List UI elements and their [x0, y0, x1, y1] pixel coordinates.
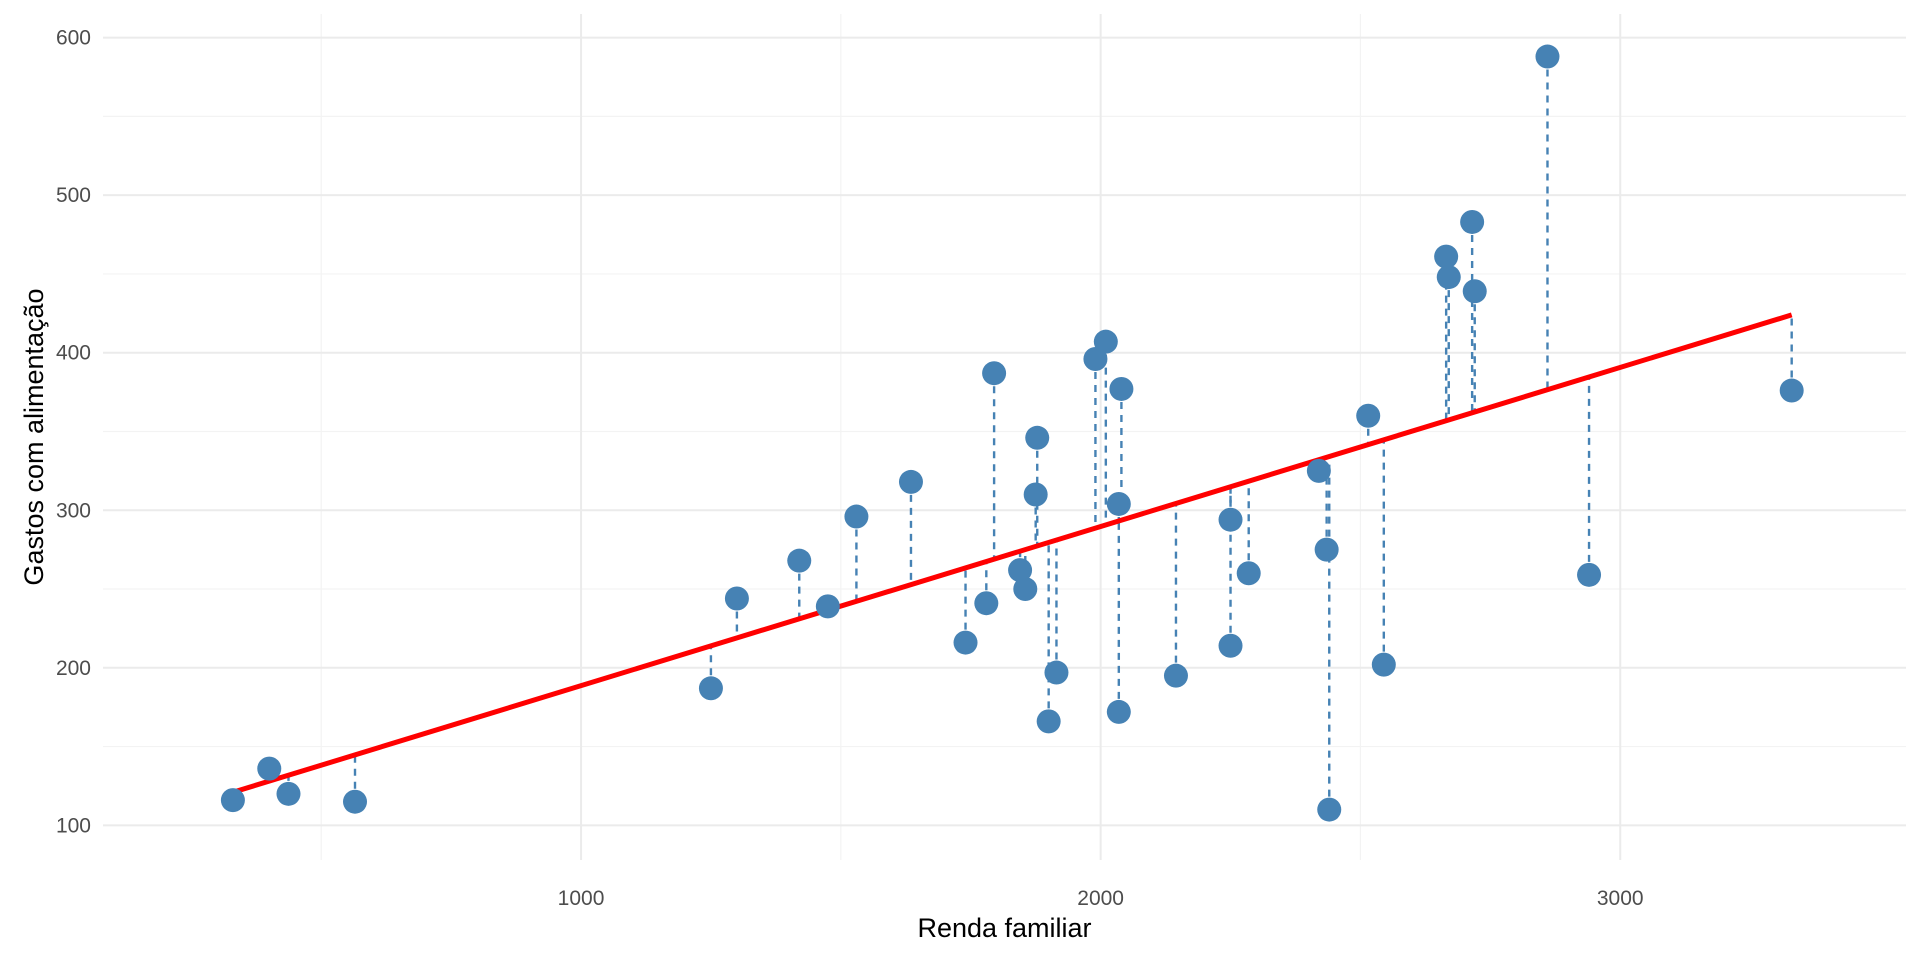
data-point — [1436, 265, 1461, 290]
data-point — [276, 781, 301, 806]
data-point — [724, 586, 749, 611]
y-tick-label: 100 — [56, 814, 91, 837]
y-tick-labels: 100 200 300 400 500 600 — [56, 27, 91, 838]
major-gridlines — [103, 14, 1906, 860]
data-point — [1109, 376, 1134, 401]
data-point — [698, 676, 723, 701]
x-tick-label: 1000 — [558, 887, 605, 910]
data-point — [343, 789, 368, 814]
data-point — [898, 469, 923, 494]
data-point — [1356, 403, 1381, 428]
data-point — [1577, 562, 1602, 587]
data-point — [844, 504, 869, 529]
data-point — [1163, 663, 1188, 688]
minor-gridlines — [103, 14, 1906, 860]
data-point — [1023, 482, 1048, 507]
data-point — [1013, 577, 1038, 602]
data-point — [1218, 507, 1243, 532]
data-point — [1434, 244, 1459, 269]
data-point — [1371, 652, 1396, 677]
data-points — [220, 44, 1804, 822]
regression-line-group — [232, 312, 1793, 795]
data-point — [1462, 279, 1487, 304]
data-point — [257, 756, 282, 781]
data-point — [1106, 491, 1131, 516]
x-tick-labels: 1000 2000 3000 — [558, 887, 1644, 910]
data-point — [1306, 458, 1331, 483]
data-point — [1236, 561, 1261, 586]
data-point — [1025, 425, 1050, 450]
data-point — [1008, 558, 1033, 583]
data-point — [1779, 378, 1804, 403]
data-point — [1460, 209, 1485, 234]
data-point — [974, 591, 999, 616]
y-tick-label: 400 — [56, 342, 91, 365]
data-point — [1106, 699, 1131, 724]
x-axis-title: Renda familiar — [917, 913, 1091, 943]
data-point — [787, 548, 812, 573]
data-point — [220, 788, 245, 813]
y-tick-label: 200 — [56, 657, 91, 680]
data-point — [815, 594, 840, 619]
y-tick-label: 300 — [56, 499, 91, 522]
data-point — [1314, 537, 1339, 562]
residual-lines — [231, 56, 1793, 810]
data-point — [1083, 347, 1108, 372]
data-point — [1317, 797, 1342, 822]
regression-line — [232, 312, 1793, 795]
x-tick-label: 2000 — [1077, 887, 1124, 910]
data-point — [1535, 44, 1560, 69]
x-tick-label: 3000 — [1597, 887, 1644, 910]
data-point — [982, 361, 1007, 386]
y-tick-label: 600 — [56, 27, 91, 50]
y-axis-title: Gastos com alimentação — [19, 288, 49, 585]
data-point — [1036, 709, 1061, 734]
data-point — [1044, 660, 1069, 685]
data-point — [953, 630, 978, 655]
data-point — [1093, 329, 1118, 354]
data-point — [1218, 633, 1243, 658]
y-tick-label: 500 — [56, 184, 91, 207]
